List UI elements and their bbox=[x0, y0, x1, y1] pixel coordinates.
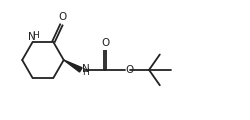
Text: H: H bbox=[32, 31, 38, 40]
Text: N: N bbox=[82, 64, 90, 74]
Text: O: O bbox=[58, 12, 66, 22]
Text: H: H bbox=[82, 68, 89, 77]
Polygon shape bbox=[64, 60, 82, 72]
Text: O: O bbox=[126, 65, 134, 75]
Text: O: O bbox=[101, 38, 109, 48]
Text: N: N bbox=[28, 32, 35, 42]
